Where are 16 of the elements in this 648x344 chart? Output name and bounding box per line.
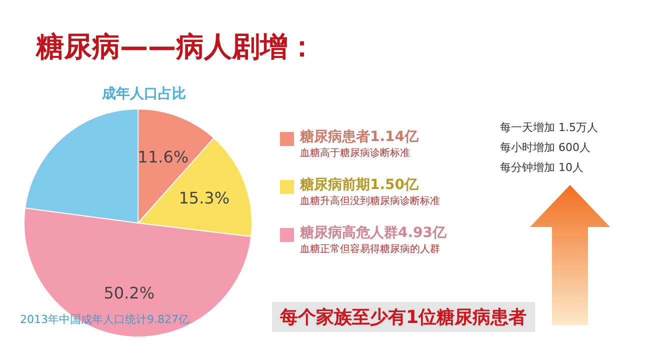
chart-subtitle: 成年人口占比 bbox=[102, 85, 186, 103]
text: 每个家族至少有1位糖尿病患者 bbox=[272, 302, 535, 332]
text: 血糖高于糖尿病诊断标准 bbox=[300, 146, 411, 160]
legend-label: 糖尿病患者1.14亿 bbox=[300, 128, 419, 146]
text: 血糖升高但没到糖尿病诊断标准 bbox=[300, 194, 440, 208]
chart-title: 糖尿病——病人剧增： bbox=[36, 29, 316, 65]
data-label: 11.6% bbox=[138, 147, 189, 166]
text: 每一天增加 1.5万人 bbox=[500, 120, 598, 136]
text: 每小时增加 600人 bbox=[500, 140, 592, 156]
text: 每分钟增加 10人 bbox=[500, 160, 584, 176]
legend-label: 糖尿病高危人群4.93亿 bbox=[300, 224, 447, 242]
text: 2013年中国成年人口统计9.827亿 bbox=[20, 312, 190, 327]
data-label: 50.2% bbox=[104, 284, 155, 303]
text: 血糖正常但容易得糖尿病的人群 bbox=[300, 242, 441, 256]
data-label: 15.3% bbox=[178, 188, 230, 208]
legend-label: 糖尿病前期1.50亿 bbox=[300, 176, 420, 194]
